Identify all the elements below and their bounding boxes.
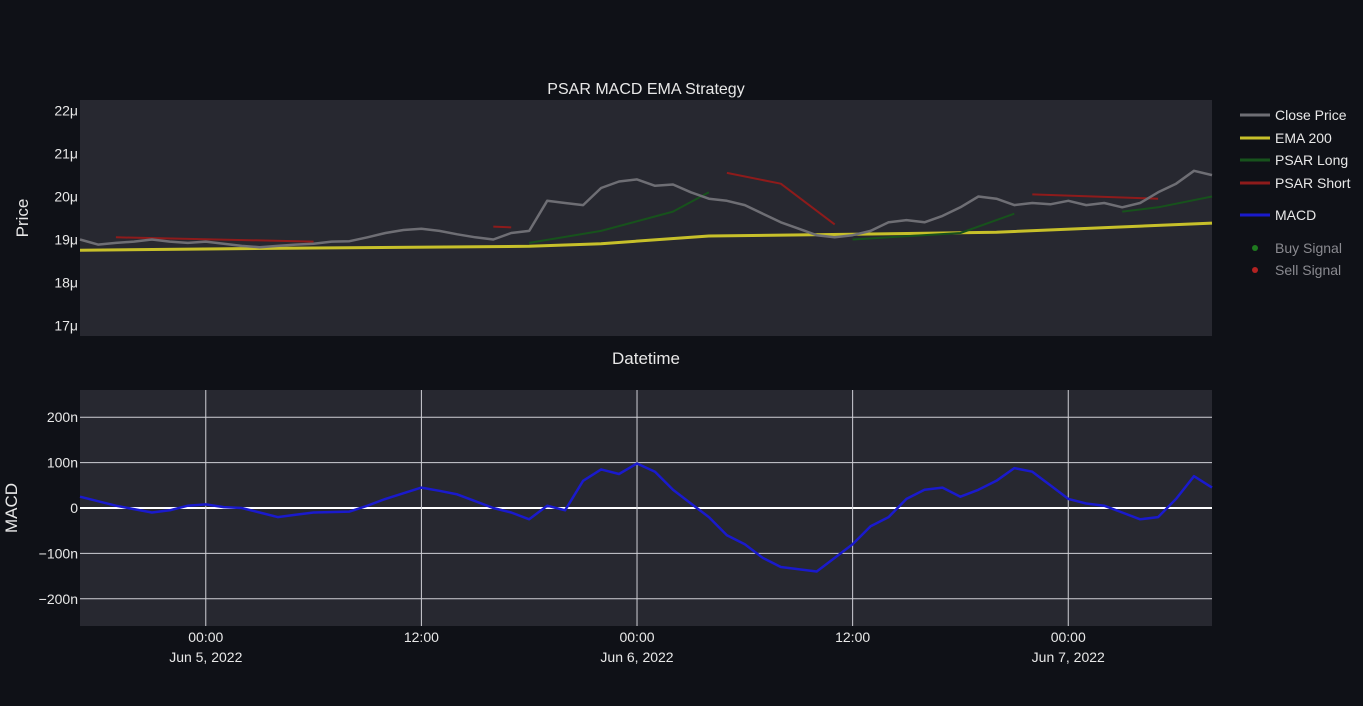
price-panel: PSAR MACD EMA Strategy Price 17μ 18μ 19μ 20… — [13, 81, 1213, 368]
psar-short-line — [1032, 193, 1159, 200]
macd-panel: 200n 100n 0 −100n −200n 00:00 Jun 5, 2022 12:0… — [2, 390, 1213, 665]
legend-item-ema-200[interactable]: EMA 200 — [1240, 130, 1332, 146]
x-tick-label: 12:00 — [404, 629, 439, 645]
psar-long-line — [1122, 195, 1213, 213]
close-price-line — [79, 169, 1213, 249]
macd-y-tick-label: 200n — [47, 409, 78, 425]
x-axis-label: Datetime — [612, 349, 680, 368]
price-y-tick-label: 22μ — [54, 103, 78, 119]
macd-axis-label: MACD — [2, 483, 21, 533]
legend-label: PSAR Long — [1275, 152, 1348, 168]
legend-item-buy-signal[interactable]: Buy Signal — [1252, 240, 1342, 256]
macd-line — [79, 462, 1213, 573]
legend-label: EMA 200 — [1275, 130, 1332, 146]
x-tick-label: 00:00 — [1051, 629, 1086, 645]
legend-label: MACD — [1275, 207, 1316, 223]
macd-x-ticks: 00:00 Jun 5, 2022 12:00 00:00 Jun 6, 2022 12:… — [169, 629, 1105, 665]
price-y-tick-label: 18μ — [54, 274, 78, 290]
price-axis-label: Price — [13, 199, 32, 238]
legend-item-psar-short[interactable]: PSAR Short — [1240, 175, 1351, 191]
legend-items: Close Price EMA 200 PSAR Long PSAR Short MAC… — [1240, 107, 1351, 278]
legend-item-close-price[interactable]: Close Price — [1240, 107, 1347, 123]
price-y-tick-label: 19μ — [54, 231, 78, 247]
x-tick-label: 00:00 — [188, 629, 223, 645]
macd-y-ticks: 200n 100n 0 −100n −200n — [39, 409, 79, 607]
price-y-tick-label: 17μ — [54, 317, 78, 333]
macd-y-tick-label: 0 — [70, 500, 78, 516]
legend-item-macd[interactable]: MACD — [1240, 207, 1316, 223]
legend-item-psar-long[interactable]: PSAR Long — [1240, 152, 1348, 168]
macd-grid — [80, 390, 1212, 626]
legend-label: Sell Signal — [1275, 262, 1341, 278]
psar-long-line — [852, 212, 1015, 241]
price-y-tick-label: 21μ — [54, 146, 78, 162]
psar-short-line — [115, 236, 314, 243]
macd-y-tick-label: −200n — [39, 591, 78, 607]
legend-marker — [1252, 267, 1258, 273]
legend-label: Close Price — [1275, 107, 1347, 123]
x-tick-date-label: Jun 7, 2022 — [1032, 649, 1105, 665]
chart-title: PSAR MACD EMA Strategy — [547, 81, 744, 98]
psar-long-line — [529, 191, 710, 244]
x-tick-date-label: Jun 6, 2022 — [600, 649, 673, 665]
psar-short-line — [493, 225, 512, 229]
legend-item-sell-signal[interactable]: Sell Signal — [1252, 262, 1341, 278]
x-tick-label: 12:00 — [835, 629, 870, 645]
legend-label: Buy Signal — [1275, 240, 1342, 256]
macd-y-tick-label: 100n — [47, 455, 78, 471]
x-tick-date-label: Jun 5, 2022 — [169, 649, 242, 665]
legend: Close Price EMA 200 PSAR Long PSAR Short MAC… — [1240, 107, 1351, 278]
x-tick-label: 00:00 — [619, 629, 654, 645]
legend-marker — [1252, 245, 1258, 251]
psar-short-line — [726, 171, 836, 226]
macd-y-tick-label: −100n — [39, 545, 78, 561]
macd-series — [79, 462, 1213, 573]
price-series — [79, 169, 1213, 252]
ema-200-line — [79, 221, 1213, 252]
price-y-ticks: 17μ 18μ 19μ 20μ 21μ 22μ — [54, 103, 78, 334]
legend-label: PSAR Short — [1275, 175, 1351, 191]
price-y-tick-label: 20μ — [54, 189, 78, 205]
